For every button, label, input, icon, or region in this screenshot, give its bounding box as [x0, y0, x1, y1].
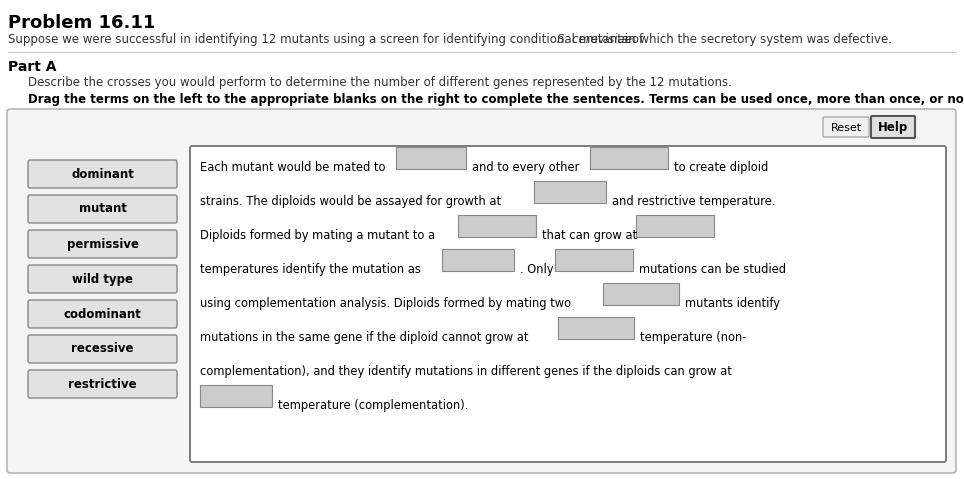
- FancyBboxPatch shape: [28, 335, 177, 363]
- Text: Drag the terms on the left to the appropriate blanks on the right to complete th: Drag the terms on the left to the approp…: [28, 93, 964, 106]
- Text: Describe the crosses you would perform to determine the number of different gene: Describe the crosses you would perform t…: [28, 76, 732, 89]
- Text: permissive: permissive: [67, 238, 139, 251]
- Text: temperature (complementation).: temperature (complementation).: [278, 399, 469, 412]
- Text: temperature (non-: temperature (non-: [640, 331, 746, 344]
- Text: and restrictive temperature.: and restrictive temperature.: [612, 195, 775, 208]
- Text: using complementation analysis. Diploids formed by mating two: using complementation analysis. Diploids…: [200, 297, 571, 310]
- FancyBboxPatch shape: [636, 215, 714, 237]
- FancyBboxPatch shape: [442, 249, 514, 271]
- FancyBboxPatch shape: [28, 300, 177, 328]
- Text: complementation), and they identify mutations in different genes if the diploids: complementation), and they identify muta…: [200, 365, 732, 378]
- FancyBboxPatch shape: [200, 385, 272, 407]
- FancyBboxPatch shape: [190, 146, 946, 462]
- Text: mutations in the same gene if the diploid cannot grow at: mutations in the same gene if the diploi…: [200, 331, 528, 344]
- Text: dominant: dominant: [71, 168, 134, 181]
- Text: Suppose we were successful in identifying 12 mutants using a screen for identify: Suppose we were successful in identifyin…: [8, 33, 647, 46]
- Text: Problem 16.11: Problem 16.11: [8, 14, 155, 32]
- FancyBboxPatch shape: [28, 195, 177, 223]
- Text: recessive: recessive: [71, 342, 134, 355]
- Text: S. cerevisiae: S. cerevisiae: [557, 33, 632, 46]
- Text: Part A: Part A: [8, 60, 57, 74]
- Text: to create diploid: to create diploid: [674, 161, 768, 174]
- Text: restrictive: restrictive: [68, 377, 137, 390]
- FancyBboxPatch shape: [555, 249, 633, 271]
- FancyBboxPatch shape: [590, 147, 668, 169]
- Text: Diploids formed by mating a mutant to a: Diploids formed by mating a mutant to a: [200, 229, 435, 242]
- FancyBboxPatch shape: [871, 116, 915, 138]
- FancyBboxPatch shape: [7, 109, 956, 473]
- Text: and to every other: and to every other: [472, 161, 579, 174]
- Text: wild type: wild type: [72, 273, 133, 285]
- Text: mutants identify: mutants identify: [685, 297, 780, 310]
- Text: in which the secretory system was defective.: in which the secretory system was defect…: [621, 33, 892, 46]
- Text: codominant: codominant: [64, 308, 142, 320]
- Text: Each mutant would be mated to: Each mutant would be mated to: [200, 161, 386, 174]
- FancyBboxPatch shape: [458, 215, 536, 237]
- FancyBboxPatch shape: [558, 317, 634, 339]
- FancyBboxPatch shape: [28, 230, 177, 258]
- Text: Reset: Reset: [830, 123, 862, 133]
- Text: . Only: . Only: [520, 263, 553, 276]
- Text: strains. The diploids would be assayed for growth at: strains. The diploids would be assayed f…: [200, 195, 501, 208]
- Text: mutations can be studied: mutations can be studied: [639, 263, 786, 276]
- FancyBboxPatch shape: [603, 283, 679, 305]
- Text: temperatures identify the mutation as: temperatures identify the mutation as: [200, 263, 421, 276]
- FancyBboxPatch shape: [28, 265, 177, 293]
- FancyBboxPatch shape: [534, 181, 606, 203]
- FancyBboxPatch shape: [396, 147, 466, 169]
- Text: Help: Help: [878, 121, 908, 134]
- FancyBboxPatch shape: [28, 160, 177, 188]
- Text: that can grow at: that can grow at: [542, 229, 637, 242]
- FancyBboxPatch shape: [28, 370, 177, 398]
- FancyBboxPatch shape: [823, 117, 869, 137]
- Text: mutant: mutant: [78, 203, 126, 216]
